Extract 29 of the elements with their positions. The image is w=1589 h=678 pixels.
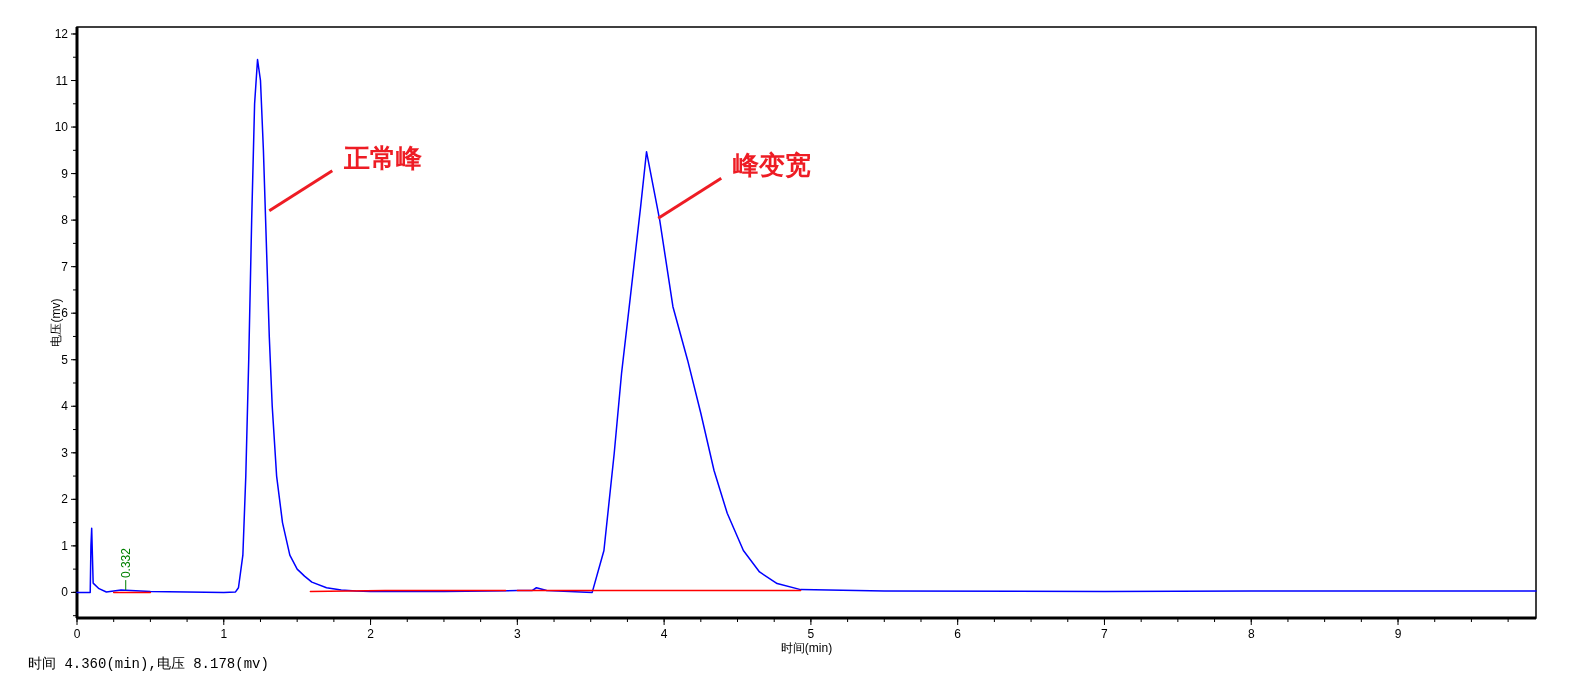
y-tick-label: 12 (54, 26, 69, 41)
y-tick-label: 4 (61, 399, 69, 414)
y-tick-label: 5 (61, 352, 69, 367)
x-tick-label: 1 (220, 627, 228, 641)
annotation: 正常峰 (343, 142, 424, 173)
x-tick-label: 4 (660, 627, 668, 641)
x-axis-title: 时间(min) (780, 641, 833, 655)
x-tick-label: 5 (807, 627, 815, 641)
x-tick-label: 9 (1394, 627, 1402, 641)
x-tick-label: 0 (73, 627, 81, 641)
y-tick-label: 9 (61, 166, 69, 181)
y-tick-label: 7 (61, 259, 69, 274)
x-tick-label: 6 (954, 627, 962, 641)
x-tick-label: 3 (514, 627, 521, 641)
line-series (76, 58, 1537, 594)
text: 时间 4.360(min),电压 8.178(mv) (28, 656, 269, 672)
y-tick-label: 2 (61, 492, 69, 507)
y-tick-label: 1 (61, 538, 69, 553)
y-tick-label: 3 (61, 445, 69, 460)
y-tick-label: 0 (61, 585, 69, 600)
y-tick-label: 8 (61, 213, 69, 228)
x-tick-label: 8 (1247, 627, 1255, 641)
x-tick-label: 2 (367, 627, 375, 641)
y-tick-label: 11 (55, 73, 69, 88)
annotation: 0.332 (118, 547, 133, 579)
y-axis-title: 电压(mv) (49, 298, 63, 347)
x-tick-label: 7 (1101, 627, 1109, 641)
y-tick-label: 10 (54, 120, 69, 135)
annotation: 峰变宽 (733, 150, 812, 181)
